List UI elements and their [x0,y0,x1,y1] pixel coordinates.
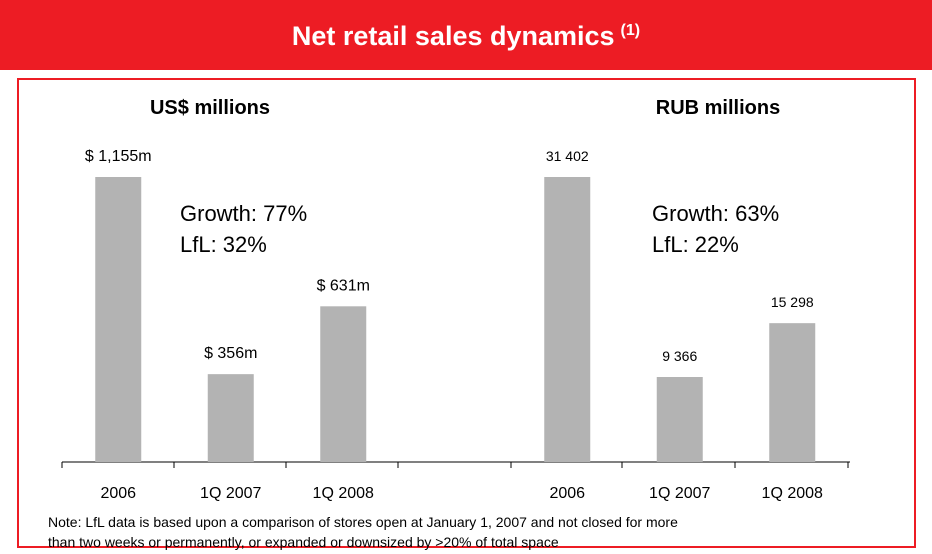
annotation: LfL: 32% [180,232,267,257]
x-tick-label: 1Q 2007 [200,485,261,502]
value-label: 15 298 [771,294,814,310]
note: than two weeks or permanently, or expand… [48,534,559,550]
x-tick-label: 1Q 2007 [649,485,710,502]
annotation: LfL: 22% [652,232,739,257]
frame [17,78,916,548]
annotation: Growth: 77% [180,201,307,226]
bar [656,376,703,462]
bar [544,177,591,462]
value-label: 31 402 [546,148,589,164]
bar [207,374,254,462]
slide-title: Net retail sales dynamics (1) [292,21,640,51]
title-text: Net retail sales dynamics [292,21,615,51]
value-label: $ 1,155m [85,148,152,165]
value-label: 9 366 [662,348,697,364]
bar [320,306,367,462]
x-tick-label: 1Q 2008 [313,485,374,502]
bar [769,323,816,462]
value-label: $ 356m [204,345,257,362]
banner [0,0,932,70]
x-tick-label: 1Q 2008 [762,485,823,502]
value-label: $ 631m [317,277,370,294]
chart-title: RUB millions [656,97,780,119]
chart-title: US$ millions [150,97,270,119]
note: Note: LfL data is based upon a compariso… [48,514,678,530]
x-tick-label: 2006 [549,485,585,502]
annotation: Growth: 63% [652,201,779,226]
bar [95,177,142,462]
x-tick-label: 2006 [100,485,136,502]
title-superscript: (1) [621,22,641,39]
